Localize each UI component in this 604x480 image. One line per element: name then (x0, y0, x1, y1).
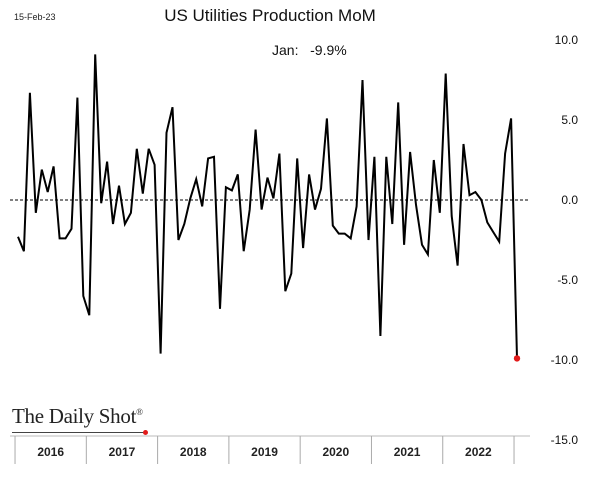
y-tick-label: 10.0 (555, 33, 579, 47)
logo-red-dot (143, 430, 148, 435)
logo-text: The Daily Shot (12, 404, 137, 428)
chart-title: US Utilities Production MoM (164, 6, 376, 25)
x-year-label: 2021 (394, 445, 421, 459)
latest-value-annotation: Jan: -9.9% (272, 42, 347, 58)
y-tick-label: -5.0 (557, 273, 578, 287)
latest-point-marker (513, 355, 521, 362)
y-tick-label: -10.0 (551, 353, 579, 367)
logo-underline (12, 432, 146, 433)
x-year-label: 2022 (465, 445, 492, 459)
x-year-label: 2016 (37, 445, 64, 459)
y-tick-label: -15.0 (551, 433, 579, 447)
daily-shot-logo: The Daily Shot® (12, 404, 143, 429)
series-line (17, 54, 518, 359)
y-tick-label: 5.0 (561, 113, 578, 127)
x-year-label: 2018 (180, 445, 207, 459)
x-year-label: 2020 (322, 445, 349, 459)
date-stamp: 15-Feb-23 (14, 12, 56, 22)
y-tick-label: 0.0 (561, 193, 578, 207)
x-year-label: 2019 (251, 445, 278, 459)
registered-mark: ® (136, 407, 143, 417)
x-year-label: 2017 (109, 445, 136, 459)
